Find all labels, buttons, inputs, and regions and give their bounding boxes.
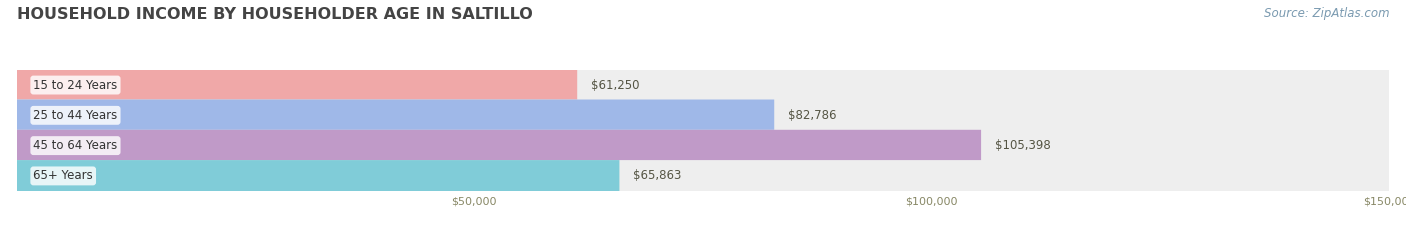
FancyBboxPatch shape xyxy=(17,69,578,101)
FancyBboxPatch shape xyxy=(17,130,981,161)
Text: 15 to 24 Years: 15 to 24 Years xyxy=(34,79,118,92)
Text: 45 to 64 Years: 45 to 64 Years xyxy=(34,139,118,152)
FancyBboxPatch shape xyxy=(17,160,620,192)
Text: Source: ZipAtlas.com: Source: ZipAtlas.com xyxy=(1264,7,1389,20)
FancyBboxPatch shape xyxy=(17,130,1389,161)
FancyBboxPatch shape xyxy=(17,160,1389,192)
FancyBboxPatch shape xyxy=(17,99,1389,131)
Text: $65,863: $65,863 xyxy=(633,169,682,182)
Text: $105,398: $105,398 xyxy=(995,139,1050,152)
Text: $82,786: $82,786 xyxy=(787,109,837,122)
Text: HOUSEHOLD INCOME BY HOUSEHOLDER AGE IN SALTILLO: HOUSEHOLD INCOME BY HOUSEHOLDER AGE IN S… xyxy=(17,7,533,22)
FancyBboxPatch shape xyxy=(17,99,775,131)
FancyBboxPatch shape xyxy=(17,69,1389,101)
Text: $61,250: $61,250 xyxy=(591,79,640,92)
Text: 65+ Years: 65+ Years xyxy=(34,169,93,182)
Text: 25 to 44 Years: 25 to 44 Years xyxy=(34,109,118,122)
